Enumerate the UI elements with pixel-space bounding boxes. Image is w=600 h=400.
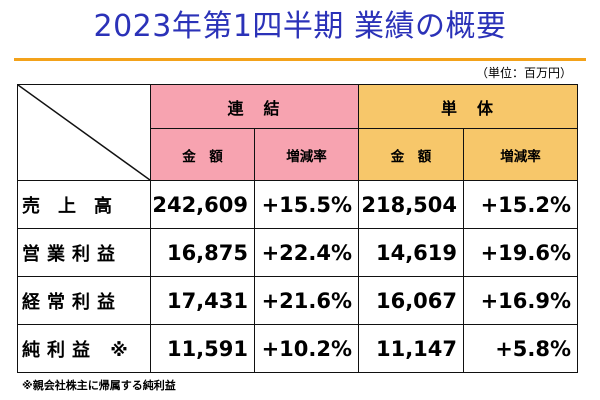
consolidated-amount: 11,591: [150, 324, 255, 373]
consolidated-amount: 242,609: [150, 180, 255, 229]
standalone-change: +5.8%: [463, 324, 579, 373]
footnote: ※親会社株主に帰属する純利益: [22, 379, 176, 392]
corner-cell: [17, 84, 151, 181]
standalone-change: +16.9%: [463, 276, 579, 325]
standalone-change: +19.6%: [463, 228, 579, 277]
diagonal-line: [18, 85, 150, 180]
standalone-amount: 218,504: [358, 180, 465, 229]
consolidated-amount: 17,431: [150, 276, 255, 325]
table-row: 経常利益 17,431 +21.6% 16,067 +16.9%: [17, 276, 579, 325]
standalone-amount: 16,067: [358, 276, 465, 325]
row-label: 売 上 高: [17, 180, 151, 229]
title-underline: [14, 58, 586, 61]
consolidated-amount: 16,875: [150, 228, 255, 277]
standalone-header: 単 体: [358, 84, 579, 129]
consolidated-header: 連 結: [149, 84, 360, 129]
consolidated-change: +21.6%: [253, 276, 360, 325]
consolidated-change: +22.4%: [253, 228, 360, 277]
row-label: 営業利益: [17, 228, 151, 277]
table-row: 営業利益 16,875 +22.4% 14,619 +19.6%: [17, 228, 579, 277]
standalone-amount-header: 金 額: [358, 128, 465, 181]
standalone-amount: 14,619: [358, 228, 465, 277]
results-table: 連 結 単 体 金 額 増減率 金 額 増減率 売 上 高 242,609 +1…: [17, 84, 579, 373]
standalone-change: +15.2%: [463, 180, 579, 229]
consolidated-change: +10.2%: [253, 324, 360, 373]
standalone-change-header: 増減率: [463, 128, 579, 181]
consolidated-amount-header: 金 額: [150, 128, 255, 181]
consolidated-change-header: 増減率: [253, 128, 360, 181]
table-row: 純利益 ※ 11,591 +10.2% 11,147 +5.8%: [17, 324, 579, 373]
consolidated-change: +15.5%: [253, 180, 360, 229]
row-label: 経常利益: [17, 276, 151, 325]
standalone-amount: 11,147: [358, 324, 465, 373]
page-title: 2023年第1四半期 業績の概要: [93, 9, 507, 44]
table-row: 売 上 高 242,609 +15.5% 218,504 +15.2%: [17, 180, 579, 229]
row-label: 純利益 ※: [17, 324, 151, 373]
unit-note: （単位：百万円）: [475, 66, 572, 80]
